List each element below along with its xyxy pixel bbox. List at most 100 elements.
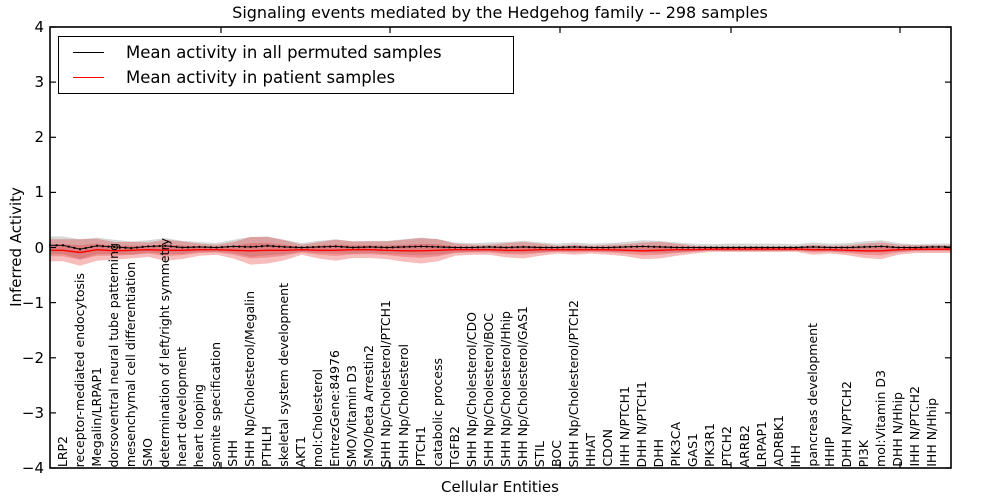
line-marker-dot bbox=[846, 246, 849, 249]
x-tick-label: PTHLH bbox=[259, 426, 275, 467]
line-marker-dot bbox=[783, 246, 786, 249]
line-marker-dot bbox=[425, 245, 428, 248]
x-tick-label: mol:Cholesterol bbox=[310, 368, 326, 467]
line-marker-dot bbox=[863, 245, 866, 249]
line-marker-dot bbox=[101, 245, 104, 248]
line-marker-dot bbox=[482, 245, 485, 249]
line-marker-dot bbox=[164, 244, 167, 247]
x-tick-label: SHH Np/Cholesterol/Megalin bbox=[242, 291, 258, 467]
line-marker-dot bbox=[800, 246, 803, 249]
x-tick-label: IHH bbox=[787, 444, 803, 468]
x-tick-label: ARRB2 bbox=[736, 424, 752, 467]
line-marker-dot bbox=[573, 245, 576, 249]
line-marker-dot bbox=[607, 246, 610, 249]
line-marker-dot bbox=[908, 246, 911, 249]
line-marker-dot bbox=[357, 246, 360, 249]
x-tick-label: LRP2 bbox=[54, 435, 70, 467]
line-marker-dot bbox=[238, 245, 241, 248]
line-marker-dot bbox=[465, 246, 468, 249]
line-marker-dot bbox=[419, 245, 423, 248]
line-marker-dot bbox=[431, 245, 434, 248]
x-tick-label: dorsoventral neural tube patterning bbox=[105, 242, 121, 468]
line-marker-dot bbox=[556, 246, 559, 249]
y-tick-label: 4 bbox=[34, 18, 44, 36]
line-marker-dot bbox=[539, 246, 542, 249]
line-marker-dot bbox=[169, 245, 173, 248]
line-marker-dot bbox=[726, 246, 730, 249]
line-marker-dot bbox=[385, 246, 389, 249]
line-marker-dot bbox=[186, 246, 190, 249]
line-marker-dot bbox=[516, 245, 519, 249]
line-marker-dot bbox=[90, 245, 93, 249]
line-marker-dot bbox=[158, 244, 161, 248]
x-tick-label: DHH N/PTCH1 bbox=[634, 380, 650, 467]
line-marker-dot bbox=[255, 245, 258, 248]
y-tick-label: 3 bbox=[34, 73, 44, 92]
line-marker-dot bbox=[510, 246, 514, 249]
line-marker-dot bbox=[868, 245, 872, 248]
line-marker-dot bbox=[925, 245, 929, 249]
x-tick-label: PTCH1 bbox=[412, 426, 428, 467]
line-marker-dot bbox=[448, 246, 451, 249]
line-marker-dot bbox=[73, 246, 76, 250]
line-marker-dot bbox=[590, 246, 593, 249]
line-marker-dot bbox=[931, 245, 934, 249]
line-marker-dot bbox=[675, 246, 678, 249]
line-marker-dot bbox=[203, 245, 207, 249]
legend-label: Mean activity in all permuted samples bbox=[126, 43, 442, 62]
line-marker-dot bbox=[567, 245, 570, 249]
line-marker-dot bbox=[351, 246, 355, 249]
mean-patient-line bbox=[50, 248, 951, 254]
y-tick-label: −2 bbox=[21, 348, 44, 367]
line-marker-dot bbox=[749, 246, 752, 249]
line-marker-dot bbox=[454, 246, 457, 249]
line-marker-dot bbox=[743, 246, 747, 249]
line-marker-dot bbox=[794, 246, 798, 249]
y-tick-label: −1 bbox=[21, 293, 44, 312]
line-marker-dot bbox=[397, 245, 400, 249]
x-tick-label: SHH Np/Cholesterol/CDO bbox=[463, 311, 479, 467]
x-tick-label: heart development bbox=[173, 347, 189, 467]
x-tick-label: receptor-mediated endocytosis bbox=[71, 272, 87, 467]
line-marker-dot bbox=[857, 245, 860, 249]
x-tick-label: SHH Np/Cholesterol/PTCH2 bbox=[566, 299, 581, 468]
x-tick-label: SMO/Vitamin D3 bbox=[344, 364, 360, 467]
line-marker-dot bbox=[829, 246, 832, 249]
line-marker-dot bbox=[851, 246, 855, 249]
y-tick-label: 0 bbox=[34, 238, 44, 257]
x-tick-label: CDON bbox=[600, 429, 616, 467]
x-tick-label: SMO/beta Arrestin2 bbox=[361, 345, 377, 467]
line-marker-dot bbox=[618, 245, 622, 249]
line-marker-dot bbox=[118, 246, 121, 249]
line-marker-dot bbox=[732, 246, 735, 249]
x-tick-label: HHIP bbox=[821, 436, 837, 467]
line-marker-dot bbox=[721, 246, 724, 249]
patient-std-band bbox=[50, 237, 951, 266]
line-marker-dot bbox=[766, 246, 769, 249]
line-marker-dot bbox=[402, 245, 406, 249]
line-marker-dot bbox=[249, 245, 252, 249]
line-marker-dot bbox=[885, 245, 889, 248]
line-marker-dot bbox=[664, 245, 667, 249]
x-tick-label: SHH Np/Cholesterol/Hhip bbox=[497, 311, 513, 467]
line-marker-dot bbox=[266, 244, 269, 247]
line-marker-dot bbox=[95, 244, 99, 247]
x-tick-label: SHH Np/Cholesterol/PTCH1 bbox=[378, 299, 394, 468]
x-tick-label: SMO bbox=[139, 438, 155, 467]
line-marker-dot bbox=[300, 246, 303, 249]
line-marker-dot bbox=[442, 245, 445, 249]
line-marker-dot bbox=[687, 246, 690, 249]
x-tick-label: EntrezGene:84976 bbox=[327, 350, 343, 467]
line-marker-dot bbox=[596, 246, 599, 249]
permuted-line-swatch bbox=[73, 52, 104, 53]
x-tick-label: TGFB2 bbox=[446, 425, 462, 467]
line-marker-dot bbox=[289, 245, 292, 249]
line-marker-dot bbox=[584, 246, 588, 249]
line-marker-dot bbox=[704, 246, 707, 249]
line-marker-dot bbox=[937, 245, 940, 249]
line-marker-dot bbox=[380, 246, 383, 249]
line-marker-dot bbox=[681, 246, 684, 249]
line-marker-dot bbox=[709, 246, 713, 249]
mean-permuted-dots bbox=[48, 244, 947, 251]
